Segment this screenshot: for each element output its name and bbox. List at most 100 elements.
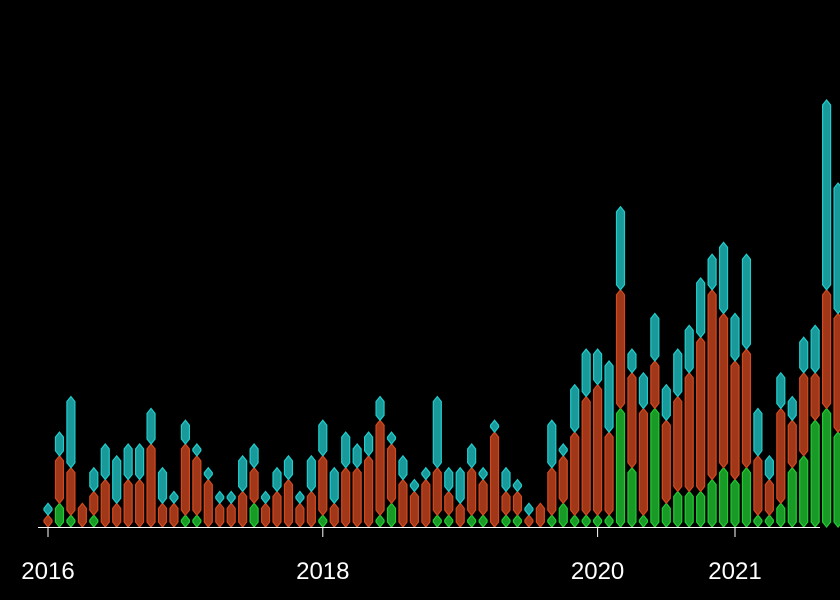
bar-segment-s0-m48 [592, 514, 603, 528]
bar-segment-s0-m35 [444, 514, 454, 528]
bar-segment-s2-m36 [455, 466, 465, 505]
bar-segment-s2-m4 [89, 466, 99, 493]
bar-segment-s2-m24 [318, 419, 328, 457]
bar-segment-s0-m46 [570, 514, 580, 528]
bar-segment-s0-m69 [833, 431, 840, 528]
bar-segment-s1-m35 [444, 490, 454, 517]
bar-segment-s1-m50 [615, 288, 626, 410]
bar-segment-s2-m26 [341, 431, 351, 469]
bar-segment-s2-m45 [558, 443, 568, 457]
bar-segment-s1-m19 [260, 502, 271, 528]
bar-segment-s0-m47 [581, 514, 591, 528]
bar-segment-s1-m61 [741, 348, 752, 469]
bar-segment-s2-m63 [764, 454, 774, 481]
bar-segment-s1-m59 [718, 312, 729, 469]
bar-segment-s0-m51 [627, 466, 637, 528]
bar-segment-s2-m16 [226, 490, 236, 505]
bar-segment-s0-m66 [799, 454, 809, 528]
bar-segment-s0-m53 [650, 407, 660, 528]
bar-segment-s2-m64 [776, 371, 786, 410]
bar-segment-s1-m62 [753, 454, 763, 517]
bar-segment-s2-m15 [215, 490, 225, 505]
bar-segment-s2-m39 [489, 419, 500, 434]
bar-segment-s0-m24 [318, 514, 328, 528]
bar-segment-s2-m2 [66, 395, 76, 469]
bar-segment-s1-m42 [524, 514, 534, 528]
bar-segment-s1-m8 [135, 478, 145, 528]
bar-segment-s2-m34 [432, 395, 442, 469]
bar-segment-s2-m56 [684, 324, 694, 374]
bar-segment-s2-m37 [467, 443, 477, 469]
bar-segment-s2-m13 [192, 443, 202, 457]
bar-segment-s2-m61 [741, 253, 752, 351]
bar-segment-s1-m58 [707, 288, 717, 481]
bar-segment-s1-m14 [203, 478, 213, 528]
bar-segment-s1-m66 [799, 371, 809, 457]
bar-segment-s1-m7 [123, 478, 133, 528]
bar-segment-s1-m48 [592, 383, 603, 517]
bar-segment-s1-m38 [478, 478, 488, 517]
bar-segment-s1-m23 [306, 490, 316, 528]
bar-segment-s0-m57 [696, 490, 706, 528]
bar-segment-s1-m26 [341, 466, 351, 528]
bar-segment-s1-m69 [833, 312, 840, 434]
bar-segment-s0-m44 [547, 514, 557, 528]
bar-segment-s1-m29 [375, 419, 385, 517]
bar-segment-s2-m23 [306, 454, 316, 493]
bar-segment-s2-m69 [833, 182, 840, 315]
bar-segment-s0-m30 [386, 502, 397, 528]
bar-segment-s2-m53 [650, 312, 660, 362]
bar-segment-s0-m29 [375, 514, 385, 528]
bar-segment-s1-m0 [43, 514, 53, 528]
bar-segment-s2-m7 [123, 443, 133, 481]
bar-segment-s1-m52 [638, 407, 649, 517]
bar-segment-s0-m54 [661, 502, 671, 528]
bar-segment-s1-m11 [169, 502, 179, 528]
bar-segment-s2-m18 [249, 443, 259, 469]
bar-segment-s2-m20 [272, 466, 282, 493]
bar-segment-s0-m52 [638, 514, 649, 528]
bar-segment-s1-m68 [821, 288, 832, 410]
bar-segment-s1-m65 [787, 419, 797, 469]
bar-segment-s1-m37 [467, 466, 477, 517]
bar-segment-s1-m3 [77, 502, 87, 528]
bar-segment-s1-m31 [398, 478, 408, 528]
bar-segment-s1-m39 [489, 431, 500, 528]
bar-segment-s2-m41 [512, 478, 523, 493]
bar-segment-s2-m5 [100, 443, 110, 481]
bar-segment-s1-m49 [604, 431, 614, 517]
bar-segment-s2-m17 [238, 454, 248, 493]
x-tick-label-1: 2018 [296, 558, 349, 585]
bar-segment-s0-m55 [673, 490, 683, 528]
bar-segment-s1-m41 [512, 490, 523, 517]
bar-segment-s1-m22 [295, 502, 305, 528]
bar-segment-s1-m43 [535, 502, 545, 528]
bar-segment-s0-m37 [467, 514, 477, 528]
bar-segment-s0-m62 [753, 514, 763, 528]
bar-segment-s1-m64 [776, 407, 786, 505]
bar-segment-s1-m13 [192, 454, 202, 517]
bar-segment-s2-m32 [409, 478, 419, 493]
bar-segment-s1-m28 [364, 454, 374, 528]
bar-segment-s2-m30 [386, 431, 397, 445]
bar-segment-s1-m17 [238, 490, 248, 528]
bar-segment-s2-m28 [364, 431, 374, 457]
bar-segment-s1-m5 [100, 478, 110, 528]
bar-segment-s0-m63 [764, 514, 774, 528]
bar-segment-s2-m0 [43, 502, 53, 517]
bar-segment-s1-m55 [673, 395, 683, 493]
bar-segment-s1-m40 [501, 490, 511, 517]
bar-segment-s0-m40 [501, 514, 511, 528]
bar-segment-s2-m44 [547, 419, 557, 469]
bar-segment-s0-m45 [558, 502, 568, 528]
bar-segment-s1-m51 [627, 371, 637, 469]
bar-segment-s2-m52 [638, 371, 649, 410]
bar-segment-s2-m55 [673, 348, 683, 398]
bar-segment-s1-m32 [409, 490, 419, 528]
bar-segment-s1-m33 [421, 478, 431, 528]
bar-segment-s1-m21 [283, 478, 294, 528]
bar-segment-s2-m47 [581, 348, 591, 398]
bar-segment-s1-m16 [226, 502, 236, 528]
